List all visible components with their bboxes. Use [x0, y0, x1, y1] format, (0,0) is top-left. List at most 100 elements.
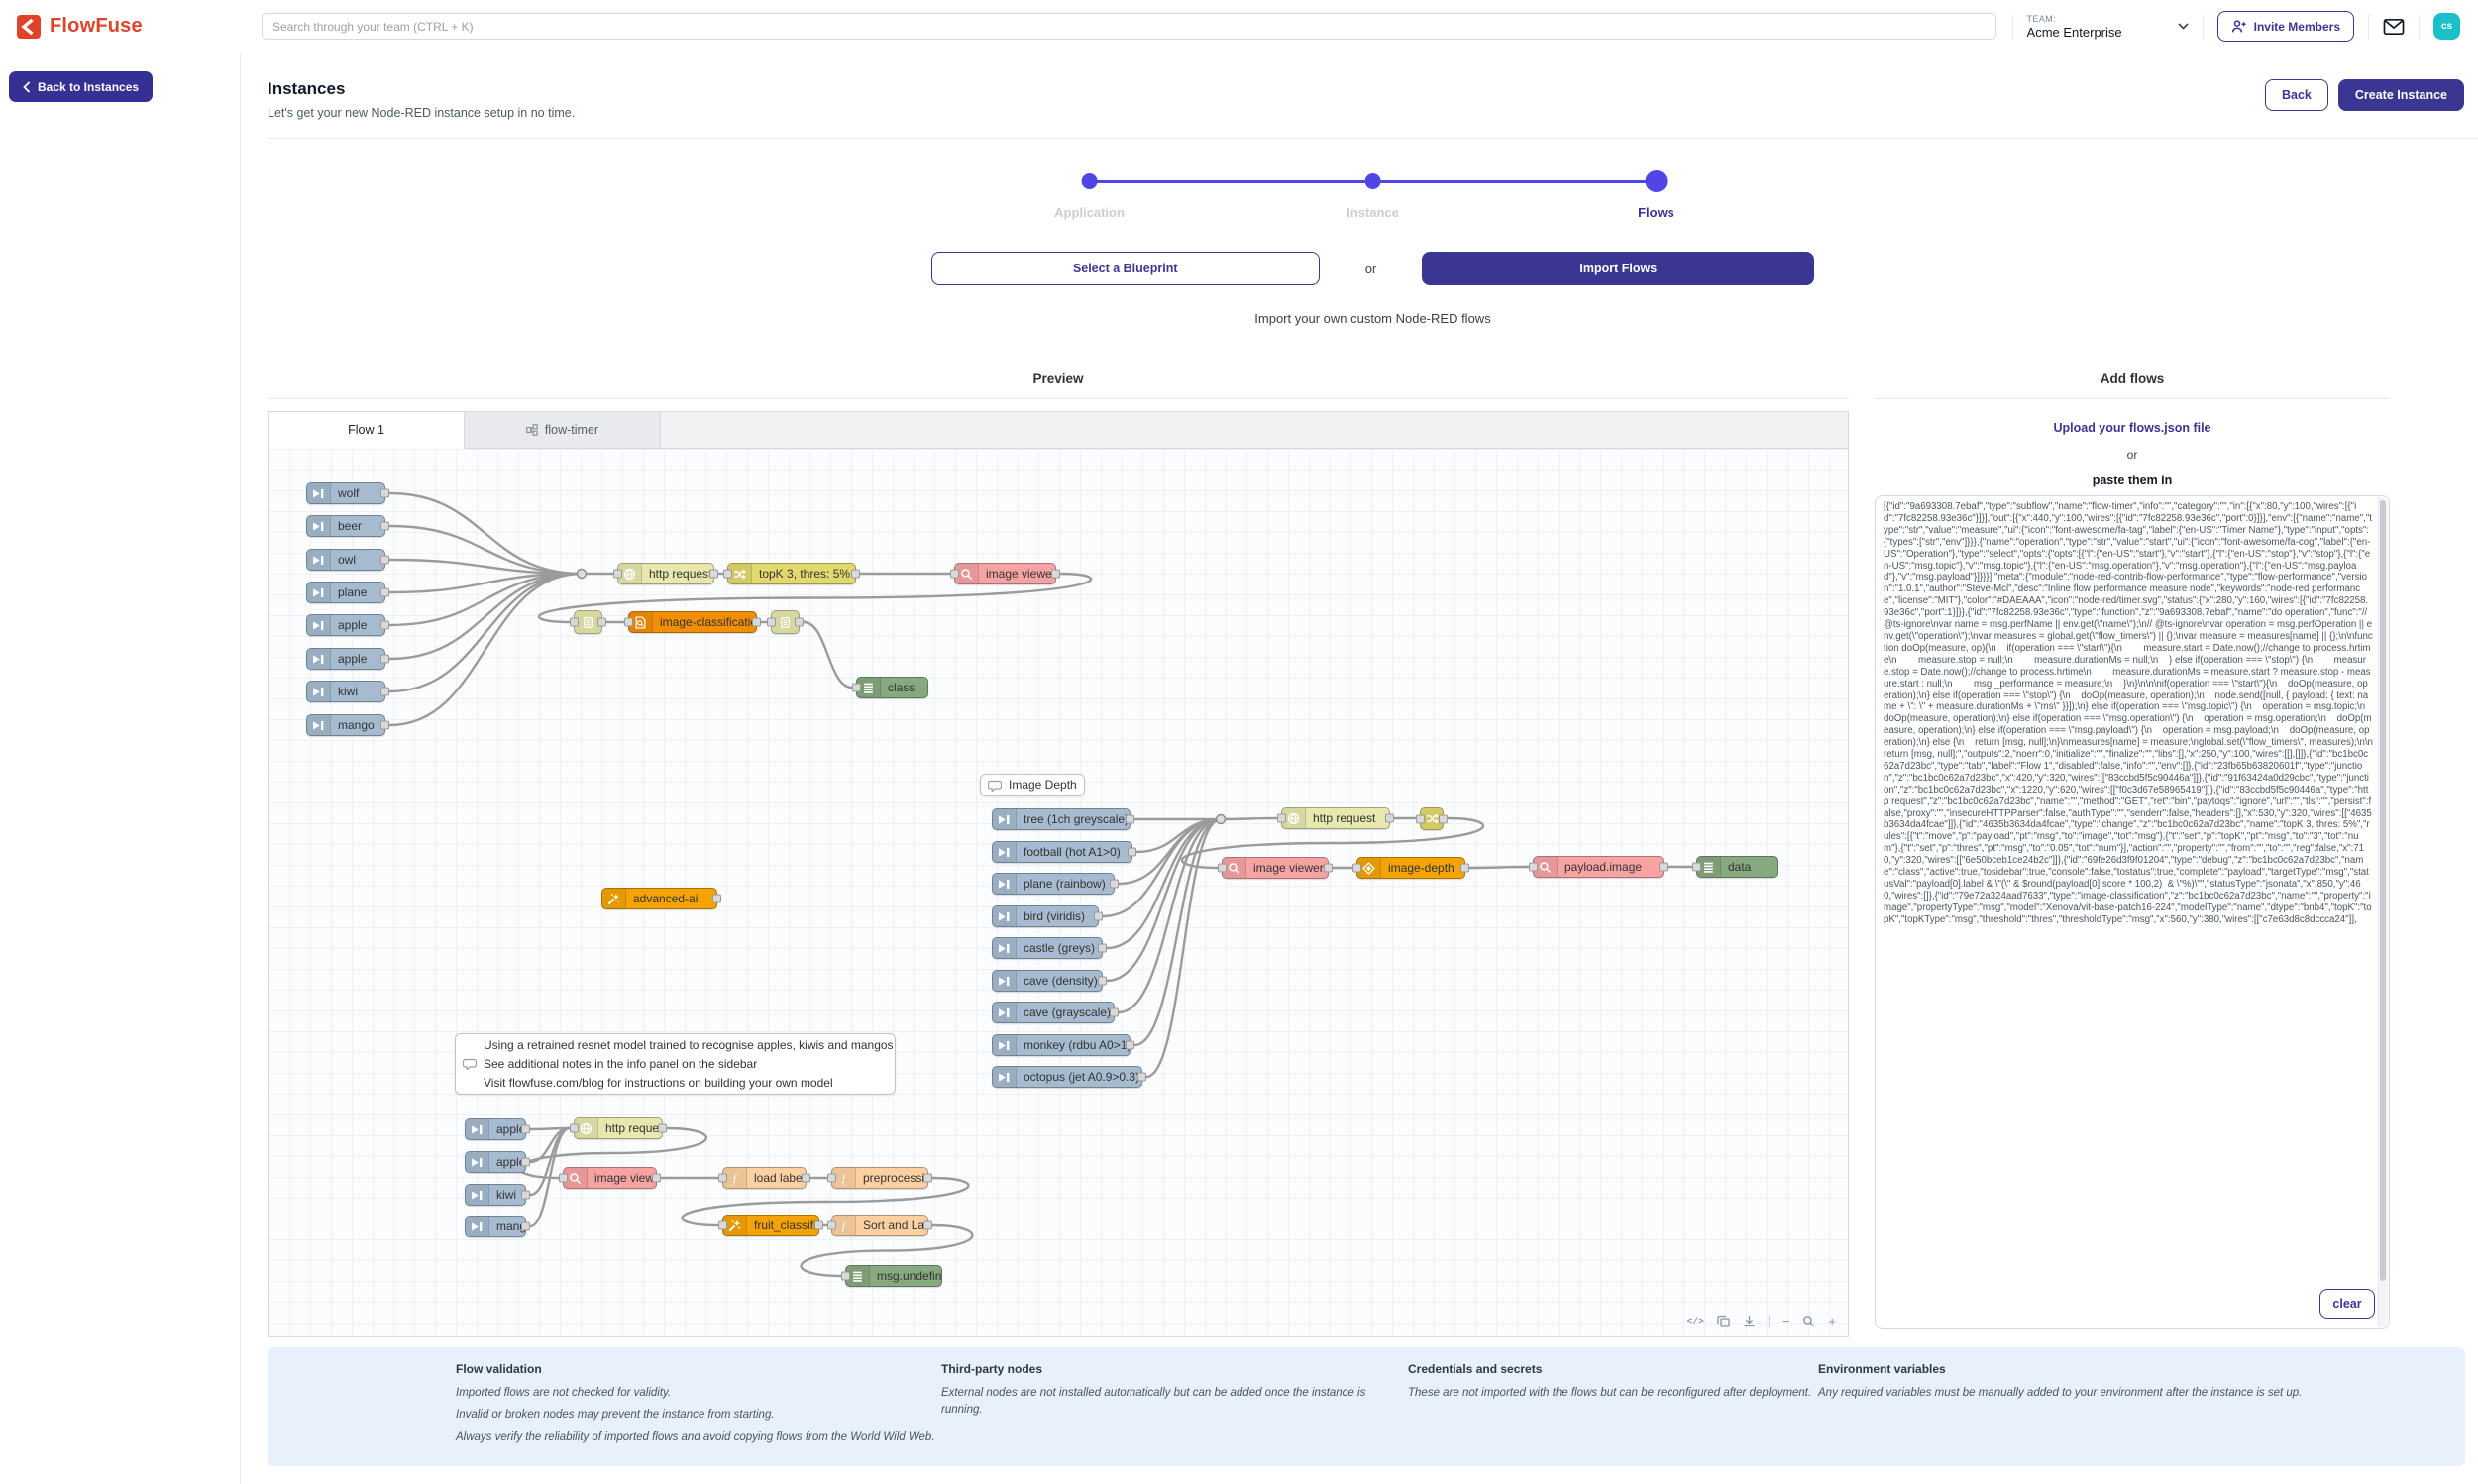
back-to-instances-button[interactable]: Back to Instances	[9, 71, 154, 102]
tab-flow-timer[interactable]: flow-timer	[465, 412, 661, 448]
flows-json-textarea[interactable]: [{"id":"9a693308.7ebaf","type":"subflow"…	[1884, 501, 2373, 925]
output-port[interactable]	[712, 894, 721, 903]
output-port[interactable]	[923, 1220, 932, 1230]
comment-node[interactable]: Using a retrained resnet model trained t…	[455, 1033, 896, 1095]
flow-node-tree-1ch-greyscale[interactable]: tree (1ch greyscale)	[992, 808, 1134, 830]
output-port[interactable]	[1051, 569, 1060, 579]
upload-flows-link[interactable]: Upload your flows.json file	[2053, 421, 2211, 435]
input-port[interactable]	[827, 1173, 836, 1183]
step-instance[interactable]: Instance	[1347, 172, 1399, 220]
input-port[interactable]	[718, 1220, 727, 1230]
flow-node-plane[interactable]: plane	[306, 582, 389, 603]
flow-node-mango[interactable]: mango	[465, 1216, 530, 1237]
output-port[interactable]	[923, 1173, 932, 1183]
output-port[interactable]	[709, 569, 718, 579]
flow-node-apple[interactable]: apple	[306, 614, 389, 636]
zoom-in-icon[interactable]: +	[1828, 1314, 1836, 1328]
output-port[interactable]	[1110, 879, 1119, 889]
scrollbar-thumb[interactable]	[2380, 500, 2386, 1281]
flow-node-msg-undefined[interactable]: msg.undefined	[841, 1265, 942, 1287]
flow-node-kiwi[interactable]: kiwi	[465, 1184, 530, 1206]
flow-node-bird-viridis[interactable]: bird (viridis)	[992, 905, 1103, 927]
input-port[interactable]	[570, 1123, 579, 1133]
input-port[interactable]	[827, 1220, 836, 1230]
output-port[interactable]	[658, 1123, 667, 1133]
flow-node-preprocessing[interactable]: f preprocessing	[827, 1167, 932, 1189]
output-port[interactable]	[795, 617, 804, 627]
mail-icon[interactable]	[2383, 18, 2405, 36]
input-port[interactable]	[570, 617, 579, 627]
download-icon[interactable]	[1743, 1315, 1756, 1327]
output-port[interactable]	[380, 488, 389, 498]
output-port[interactable]	[652, 1173, 661, 1183]
code-view-icon[interactable]: </>	[1686, 1316, 1704, 1326]
flow-canvas[interactable]: </> − +	[269, 449, 1848, 1336]
flow-node-image-depth[interactable]: image-depth	[1352, 857, 1469, 879]
input-port[interactable]	[559, 1173, 568, 1183]
output-port[interactable]	[1094, 911, 1103, 921]
flow-node-topk-3-thres-5[interactable]: topK 3, thres: 5%	[723, 563, 860, 584]
flow-node-fruit-classifier[interactable]: fruit_classifier	[718, 1215, 823, 1236]
zoom-reset-icon[interactable]	[1802, 1315, 1815, 1327]
flow-node-data[interactable]: data	[1692, 856, 1778, 878]
output-port[interactable]	[1098, 943, 1107, 953]
input-port[interactable]	[1218, 863, 1227, 873]
output-port[interactable]	[752, 617, 761, 627]
output-port[interactable]	[1460, 863, 1469, 873]
flow-node-apple[interactable]: apple	[465, 1151, 530, 1173]
input-port[interactable]	[1529, 862, 1538, 872]
flow-node-image-viewer[interactable]: image viewer	[559, 1167, 661, 1189]
output-port[interactable]	[1385, 813, 1394, 823]
output-port[interactable]	[1126, 1040, 1134, 1050]
output-port[interactable]	[597, 617, 606, 627]
input-port[interactable]	[950, 569, 959, 579]
input-port[interactable]	[613, 569, 622, 579]
flow-node-image-classification[interactable]: image-classification	[624, 611, 761, 633]
flowfuse-logo[interactable]: FlowFuse	[16, 14, 246, 40]
output-port[interactable]	[380, 687, 389, 696]
input-port[interactable]	[852, 683, 861, 692]
flow-node-sort-and-label[interactable]: f Sort and Label	[827, 1215, 932, 1236]
flow-node-octopus-jet-a0-9-0-3[interactable]: octopus (jet A0.9>0.3)	[992, 1066, 1146, 1088]
flow-node-owl[interactable]: owl	[306, 549, 389, 571]
flow-node-plane-rainbow[interactable]: plane (rainbow)	[992, 873, 1119, 895]
output-port[interactable]	[380, 521, 389, 531]
input-port[interactable]	[767, 617, 776, 627]
flow-node-kiwi[interactable]: kiwi	[306, 681, 389, 702]
input-port[interactable]	[1277, 813, 1286, 823]
output-port[interactable]	[1128, 847, 1136, 857]
output-port[interactable]	[1126, 814, 1134, 824]
output-port[interactable]	[1324, 863, 1333, 873]
output-port[interactable]	[1439, 814, 1448, 823]
flow-node-mango[interactable]: mango	[306, 714, 389, 736]
flow-node-beer[interactable]: beer	[306, 515, 389, 537]
input-port[interactable]	[1352, 863, 1361, 873]
flow-node-apple[interactable]: apple	[465, 1118, 530, 1140]
output-port[interactable]	[380, 620, 389, 630]
step-flows[interactable]: Flows	[1638, 170, 1674, 220]
output-port[interactable]	[851, 569, 860, 579]
input-port[interactable]	[841, 1271, 850, 1281]
wire-junction[interactable]	[1215, 813, 1227, 825]
team-selector[interactable]: TEAM: Acme Enterprise	[2027, 14, 2189, 40]
copy-icon[interactable]	[1717, 1315, 1730, 1327]
flow-node-load-labels[interactable]: f load labels	[718, 1167, 810, 1189]
output-port[interactable]	[1659, 862, 1668, 872]
flow-node-image-viewer[interactable]: image viewer	[950, 563, 1060, 584]
flow-node-http-request[interactable]: http request	[1277, 807, 1394, 829]
back-button[interactable]: Back	[2265, 79, 2328, 111]
output-port[interactable]	[380, 654, 389, 664]
flow-node-advanced-ai[interactable]: advanced-ai	[601, 888, 721, 909]
flow-node-wolf[interactable]: wolf	[306, 482, 389, 504]
output-port[interactable]	[1137, 1072, 1146, 1082]
output-port[interactable]	[802, 1173, 810, 1183]
flow-node-change[interactable]	[1416, 807, 1448, 830]
flow-node-apple[interactable]: apple	[306, 648, 389, 670]
output-port[interactable]	[1098, 976, 1107, 986]
input-port[interactable]	[1692, 862, 1701, 872]
output-port[interactable]	[521, 1157, 530, 1167]
output-port[interactable]	[380, 587, 389, 597]
flow-node-cave-grayscale[interactable]: cave (grayscale)	[992, 1002, 1119, 1023]
flow-node-monkey-rdbu-a0-1[interactable]: monkey (rdbu A0>1)	[992, 1034, 1134, 1056]
output-port[interactable]	[380, 720, 389, 730]
